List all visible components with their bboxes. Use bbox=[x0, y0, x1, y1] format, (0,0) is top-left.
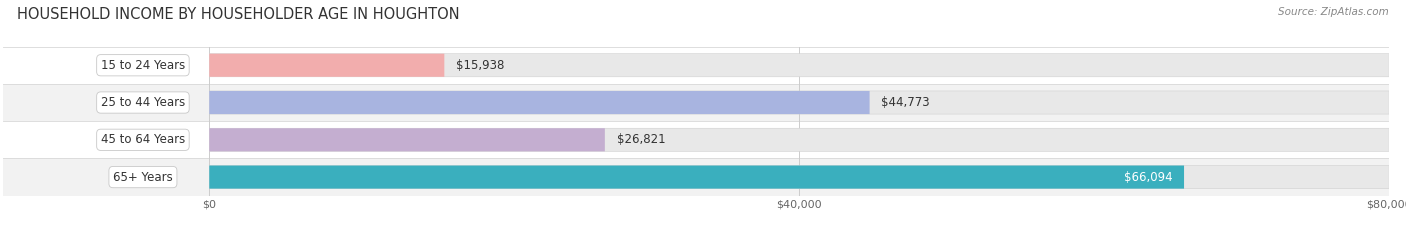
FancyBboxPatch shape bbox=[209, 91, 869, 114]
Text: 25 to 44 Years: 25 to 44 Years bbox=[101, 96, 186, 109]
FancyBboxPatch shape bbox=[209, 54, 444, 77]
Bar bbox=[3, 84, 1389, 121]
Text: Source: ZipAtlas.com: Source: ZipAtlas.com bbox=[1278, 7, 1389, 17]
Text: $66,094: $66,094 bbox=[1123, 171, 1173, 184]
Bar bbox=[3, 121, 1389, 158]
Bar bbox=[3, 158, 1389, 196]
Bar bbox=[3, 47, 1389, 84]
FancyBboxPatch shape bbox=[209, 165, 1389, 189]
Text: 15 to 24 Years: 15 to 24 Years bbox=[101, 59, 186, 72]
Text: 45 to 64 Years: 45 to 64 Years bbox=[101, 133, 186, 146]
FancyBboxPatch shape bbox=[209, 54, 1389, 77]
Text: $44,773: $44,773 bbox=[882, 96, 929, 109]
Text: $26,821: $26,821 bbox=[617, 133, 665, 146]
Text: HOUSEHOLD INCOME BY HOUSEHOLDER AGE IN HOUGHTON: HOUSEHOLD INCOME BY HOUSEHOLDER AGE IN H… bbox=[17, 7, 460, 22]
FancyBboxPatch shape bbox=[209, 91, 1389, 114]
Text: $15,938: $15,938 bbox=[456, 59, 505, 72]
Text: 65+ Years: 65+ Years bbox=[112, 171, 173, 184]
FancyBboxPatch shape bbox=[209, 128, 605, 151]
FancyBboxPatch shape bbox=[209, 165, 1184, 189]
FancyBboxPatch shape bbox=[209, 128, 1389, 151]
